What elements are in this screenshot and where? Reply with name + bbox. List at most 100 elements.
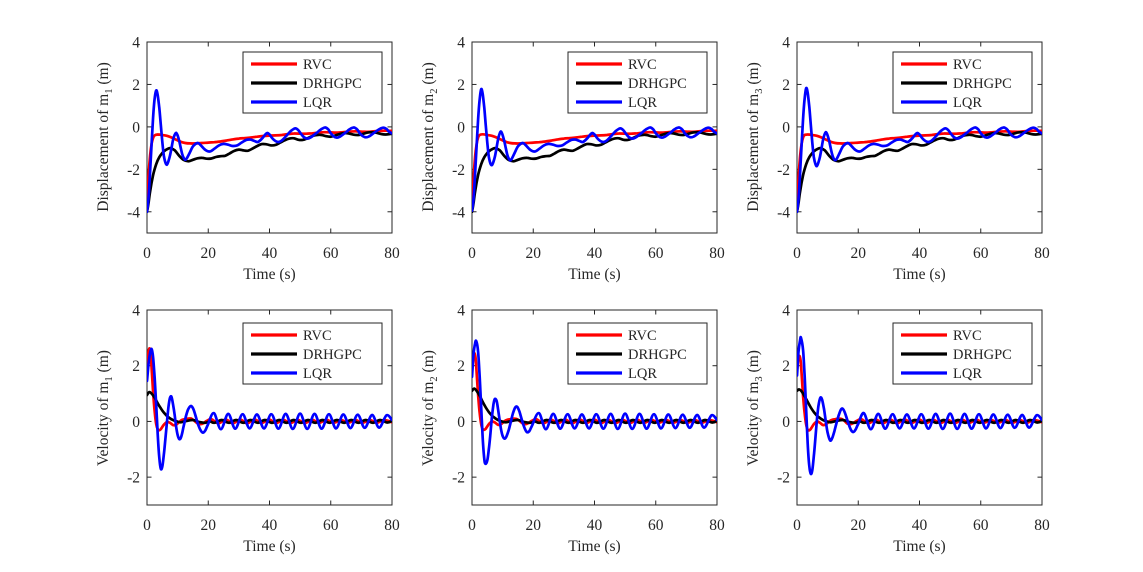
curves bbox=[472, 339, 717, 466]
x-tick-label: 40 bbox=[912, 517, 928, 534]
legend-entry-drhgpc: DRHGPC bbox=[251, 76, 362, 92]
legend-label: RVC bbox=[953, 328, 982, 344]
subplot-velocity-m2: 0 20 40 60 80 -2 0 2 4 RVC DRHGPC LQR Velocity of m… bbox=[402, 296, 737, 560]
x-axis-label: Time (s) bbox=[893, 538, 946, 555]
y-tick-label: 0 bbox=[457, 119, 465, 136]
y-tick-label: 4 bbox=[782, 35, 790, 52]
legend-label: LQR bbox=[303, 366, 332, 382]
plot-velocity-m2: 0 20 40 60 80 -2 0 2 4 RVC DRHGPC LQR bbox=[452, 303, 725, 535]
x-tick-label: 0 bbox=[468, 517, 476, 534]
x-tick-label: 80 bbox=[384, 245, 400, 262]
tick-labels: 0 20 40 60 80 -2 0 2 4 bbox=[127, 303, 400, 535]
x-axis-label: Time (s) bbox=[893, 266, 946, 283]
x-tick-label: 20 bbox=[851, 517, 867, 534]
y-tick-label: 0 bbox=[782, 119, 790, 136]
curve-lqr bbox=[147, 347, 392, 471]
curve-lqr bbox=[147, 88, 392, 214]
x-tick-label: 0 bbox=[143, 517, 151, 534]
legend-label: RVC bbox=[953, 57, 982, 73]
legend: RVC DRHGPC LQR bbox=[242, 51, 383, 114]
y-tick-label: 0 bbox=[132, 414, 140, 431]
y-axis-label: Velocity of m3 (m) bbox=[744, 350, 766, 466]
legend-label: LQR bbox=[953, 95, 982, 111]
curve-rvc bbox=[797, 129, 1042, 210]
y-tick-label: 4 bbox=[457, 303, 465, 320]
y-tick-label: 2 bbox=[132, 358, 140, 375]
y-tick-label: -2 bbox=[452, 162, 465, 179]
legend-entry-rvc: RVC bbox=[251, 328, 332, 344]
y-tick-label: 2 bbox=[782, 77, 790, 94]
subplot-displacement-m1: 0 20 40 60 80 -4 -2 0 2 4 RVC DRHGPC LQR Displacemen… bbox=[77, 28, 412, 288]
legend-label: RVC bbox=[303, 328, 332, 344]
subplot-velocity-m1: 0 20 40 60 80 -2 0 2 4 RVC DRHGPC LQR Velocity of m… bbox=[77, 296, 412, 560]
y-tick-label: 2 bbox=[457, 358, 465, 375]
subplot-displacement-m2: 0 20 40 60 80 -4 -2 0 2 4 RVC DRHGPC LQR Displacemen… bbox=[402, 28, 737, 288]
legend-entry-rvc: RVC bbox=[251, 57, 332, 73]
y-tick-label: -4 bbox=[127, 204, 140, 221]
legend-entry-drhgpc: DRHGPC bbox=[576, 76, 687, 92]
y-axis-label: Velocity of m2 (m) bbox=[419, 350, 441, 466]
curves bbox=[797, 335, 1042, 476]
legend-label: LQR bbox=[953, 366, 982, 382]
x-tick-label: 40 bbox=[587, 245, 603, 262]
plot-velocity-m1: 0 20 40 60 80 -2 0 2 4 RVC DRHGPC LQR bbox=[127, 303, 400, 535]
legend-entry-rvc: RVC bbox=[901, 328, 982, 344]
tick-labels: 0 20 40 60 80 -2 0 2 4 bbox=[452, 303, 725, 535]
y-axis-label: Displacement of m2 (m) bbox=[419, 62, 441, 212]
x-tick-label: 80 bbox=[384, 517, 400, 534]
y-tick-label: 2 bbox=[457, 77, 465, 94]
legend: RVC DRHGPC LQR bbox=[567, 322, 708, 385]
legend-entry-rvc: RVC bbox=[576, 328, 657, 344]
y-tick-label: -2 bbox=[452, 470, 465, 487]
y-tick-label: 0 bbox=[132, 119, 140, 136]
x-tick-label: 60 bbox=[323, 517, 339, 534]
curve-rvc bbox=[147, 129, 392, 203]
y-tick-label: -4 bbox=[452, 204, 465, 221]
legend-entry-drhgpc: DRHGPC bbox=[901, 347, 1012, 363]
legend-label: RVC bbox=[628, 328, 657, 344]
legend-label: LQR bbox=[628, 366, 657, 382]
legend-entry-lqr: LQR bbox=[251, 95, 332, 111]
x-tick-label: 20 bbox=[526, 517, 542, 534]
x-axis-label: Time (s) bbox=[243, 266, 296, 283]
curves bbox=[797, 86, 1042, 214]
x-tick-label: 20 bbox=[526, 245, 542, 262]
tick-labels: 0 20 40 60 80 -4 -2 0 2 4 bbox=[777, 35, 1050, 263]
plot-velocity-m3: 0 20 40 60 80 -2 0 2 4 RVC DRHGPC LQR bbox=[777, 303, 1050, 535]
y-tick-label: -2 bbox=[127, 162, 140, 179]
legend-entry-lqr: LQR bbox=[576, 95, 657, 111]
y-tick-label: -2 bbox=[777, 162, 790, 179]
x-tick-label: 80 bbox=[709, 517, 725, 534]
legend-entry-rvc: RVC bbox=[576, 57, 657, 73]
axis-ticks bbox=[471, 41, 718, 233]
legend-label: DRHGPC bbox=[303, 76, 362, 92]
legend-label: DRHGPC bbox=[628, 76, 687, 92]
x-tick-label: 20 bbox=[851, 245, 867, 262]
y-tick-label: 4 bbox=[132, 303, 140, 320]
x-tick-label: 0 bbox=[793, 517, 801, 534]
x-tick-label: 20 bbox=[201, 245, 217, 262]
legend-entry-lqr: LQR bbox=[251, 366, 332, 382]
x-tick-label: 60 bbox=[648, 245, 664, 262]
curves bbox=[147, 347, 392, 471]
legend-entry-rvc: RVC bbox=[901, 57, 982, 73]
x-tick-label: 60 bbox=[648, 517, 664, 534]
x-axis-label: Time (s) bbox=[243, 538, 296, 555]
y-axis-label: Displacement of m3 (m) bbox=[744, 62, 766, 212]
x-tick-label: 60 bbox=[323, 245, 339, 262]
x-axis-label: Time (s) bbox=[568, 266, 621, 283]
x-tick-label: 40 bbox=[587, 517, 603, 534]
y-tick-label: 0 bbox=[782, 414, 790, 431]
legend-entry-lqr: LQR bbox=[901, 366, 982, 382]
y-tick-label: 4 bbox=[132, 35, 140, 52]
x-tick-label: 0 bbox=[143, 245, 151, 262]
legend-label: DRHGPC bbox=[953, 347, 1012, 363]
y-tick-label: -2 bbox=[777, 470, 790, 487]
curve-lqr bbox=[472, 339, 717, 466]
tick-labels: 0 20 40 60 80 -4 -2 0 2 4 bbox=[452, 35, 725, 263]
legend-entry-lqr: LQR bbox=[576, 366, 657, 382]
legend-label: DRHGPC bbox=[953, 76, 1012, 92]
curves bbox=[472, 87, 717, 214]
subplot-velocity-m3: 0 20 40 60 80 -2 0 2 4 RVC DRHGPC LQR Velocity of m… bbox=[727, 296, 1062, 560]
